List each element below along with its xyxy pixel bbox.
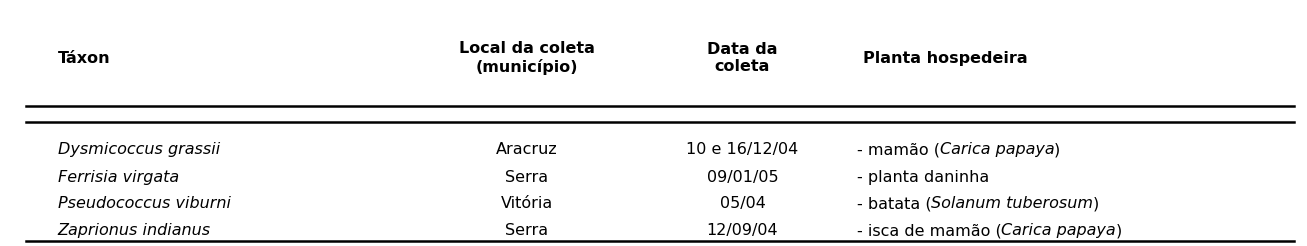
Text: 05/04: 05/04: [720, 197, 766, 211]
Text: Local da coleta
(município): Local da coleta (município): [459, 42, 595, 75]
Text: ): ): [1093, 197, 1099, 211]
Text: 10 e 16/12/04: 10 e 16/12/04: [686, 142, 799, 157]
Text: Solanum tuberosum: Solanum tuberosum: [931, 197, 1093, 211]
Text: Data da
coleta: Data da coleta: [707, 42, 778, 75]
Text: 09/01/05: 09/01/05: [707, 170, 778, 185]
Text: Carica papaya: Carica papaya: [1001, 223, 1116, 238]
Text: - planta daninha: - planta daninha: [856, 170, 989, 185]
Text: Aracruz: Aracruz: [497, 142, 558, 157]
Text: Dysmicoccus grassii: Dysmicoccus grassii: [58, 142, 220, 157]
Text: - batata (: - batata (: [856, 197, 931, 211]
Text: - mamão (: - mamão (: [856, 142, 940, 157]
Text: Serra: Serra: [506, 223, 549, 238]
Text: Táxon: Táxon: [58, 51, 111, 66]
Text: 12/09/04: 12/09/04: [707, 223, 778, 238]
Text: Planta hospedeira: Planta hospedeira: [863, 51, 1027, 66]
Text: Vitória: Vitória: [501, 197, 553, 211]
Text: ): ): [1055, 142, 1060, 157]
Text: Carica papaya: Carica papaya: [940, 142, 1055, 157]
Text: Ferrisia virgata: Ferrisia virgata: [58, 170, 179, 185]
Text: Pseudococcus viburni: Pseudococcus viburni: [58, 197, 231, 211]
Text: ): ): [1116, 223, 1123, 238]
Text: Serra: Serra: [506, 170, 549, 185]
Text: - isca de mamão (: - isca de mamão (: [856, 223, 1001, 238]
Text: Zaprionus indianus: Zaprionus indianus: [58, 223, 210, 238]
